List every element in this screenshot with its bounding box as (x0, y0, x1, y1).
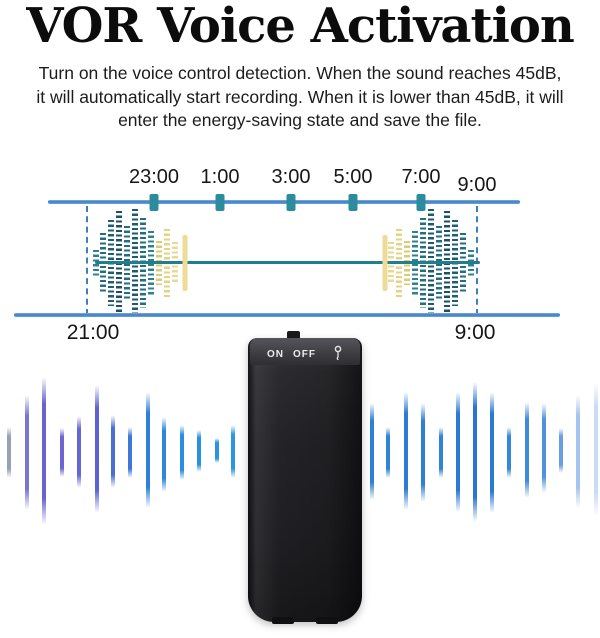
description-line: enter the energy-saving state and save t… (118, 110, 482, 130)
recording-span-line (95, 261, 480, 264)
top-axis-label: 5:00 (333, 166, 373, 188)
axis-tick (215, 194, 225, 211)
sound-bar (77, 416, 81, 488)
axis-tick (149, 194, 159, 211)
top-timeline-axis (48, 200, 520, 204)
sound-bar (456, 392, 460, 512)
description-line: it will automatically start recording. W… (36, 86, 564, 107)
axis-tick (348, 194, 358, 211)
sound-bar (386, 427, 390, 478)
sound-bar (370, 403, 374, 500)
sound-bar (42, 377, 46, 525)
sound-bar (507, 427, 511, 478)
description-line: Turn on the voice control detection. Whe… (38, 63, 562, 83)
sound-bar (439, 427, 443, 478)
threshold-bar (382, 235, 388, 291)
sound-bar (60, 428, 64, 477)
page-title: VOR Voice Activation (26, 0, 575, 54)
sound-bar (146, 392, 150, 508)
sound-bar (231, 425, 235, 478)
off-label: OFF (293, 349, 316, 360)
axis-tick (286, 194, 296, 211)
sound-bar (594, 382, 598, 517)
sound-bar (404, 392, 408, 510)
device-foot (316, 617, 338, 624)
bottom-timeline-axis (14, 313, 560, 317)
bottom-axis-label: 21:00 (66, 321, 120, 344)
sound-bar (197, 430, 201, 472)
sound-bar (559, 428, 563, 473)
sound-bar (576, 395, 580, 508)
sound-bar (542, 403, 546, 493)
sound-bar (180, 425, 184, 480)
top-axis-label: 7:00 (401, 166, 441, 188)
axis-tick (416, 194, 426, 211)
sound-bar (525, 402, 529, 498)
sound-bar (25, 395, 29, 510)
sound-bar (421, 403, 425, 502)
sound-bar (162, 417, 166, 492)
sound-bar (7, 427, 11, 478)
power-switch (287, 331, 300, 340)
top-axis-label: 23:00 (128, 166, 180, 188)
dashed-guide-line (476, 206, 478, 315)
feature-description: Turn on the voice control detection. Whe… (0, 62, 600, 133)
earphone-icon (332, 345, 344, 361)
top-axis-label: 1:00 (200, 166, 240, 188)
sound-bar (95, 385, 99, 513)
dashed-guide-line (86, 206, 88, 315)
device-top-face (250, 338, 360, 365)
bottom-axis-label: 9:00 (454, 321, 496, 344)
sound-bar (215, 438, 219, 463)
voice-recorder-device: ON OFF (248, 338, 362, 624)
sound-bar (473, 382, 477, 522)
top-axis-label: 9:00 (457, 174, 497, 196)
device-foot (272, 617, 294, 624)
on-label: ON (267, 349, 284, 360)
sound-bar (128, 427, 132, 478)
sound-bar (111, 415, 115, 488)
threshold-bar (182, 235, 188, 291)
top-axis-label: 3:00 (271, 166, 311, 188)
sound-bar (490, 392, 494, 513)
